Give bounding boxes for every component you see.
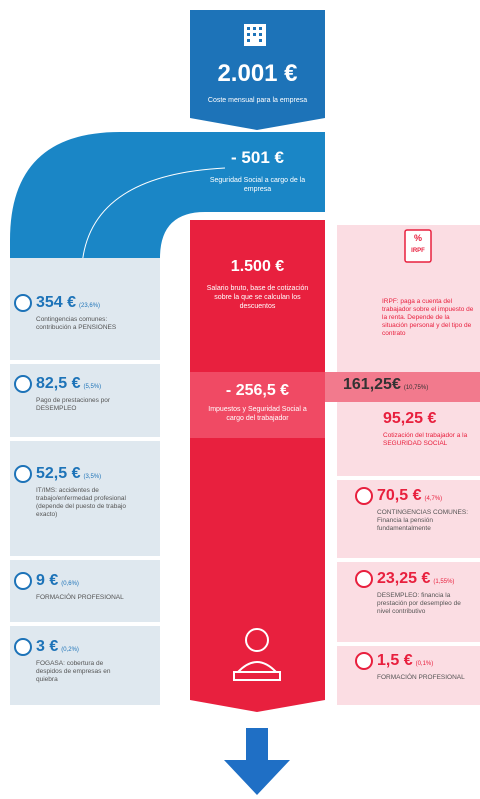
item-amount: 23,25 € bbox=[377, 570, 431, 587]
item-icon bbox=[355, 487, 373, 505]
item-amount: 52,5 € bbox=[36, 465, 81, 482]
item-icon bbox=[14, 375, 32, 393]
item-amount-row: 23,25 € (1,55%) bbox=[377, 570, 454, 588]
irpf-amount-row: 161,25€ (10,75%) bbox=[343, 376, 480, 394]
item-amount: 82,5 € bbox=[36, 375, 81, 392]
worker-deduction: - 256,5 € bbox=[225, 382, 290, 399]
panel-dividers bbox=[10, 360, 160, 626]
item-label: Contingencias comunes: contribución a PE… bbox=[36, 316, 117, 331]
item-share: (3,5%) bbox=[83, 474, 102, 480]
employer-deduction: - 501 € bbox=[231, 148, 284, 167]
item-amount-row: 3 € (0,2%) bbox=[36, 638, 79, 656]
item-share: (1,55%) bbox=[433, 579, 455, 585]
item-icon bbox=[14, 572, 32, 590]
employer-pipe bbox=[10, 132, 325, 258]
irpf-amount: 161,25€ bbox=[343, 376, 401, 393]
item-amount-row: 354 € (23,6%) bbox=[36, 294, 100, 312]
item-amount: 3 € bbox=[36, 638, 59, 655]
item-amount: 9 € bbox=[36, 572, 59, 589]
item-label: FORMACIÓN PROFESIONAL bbox=[377, 674, 465, 681]
item-icon bbox=[14, 465, 32, 483]
item-icon bbox=[355, 570, 373, 588]
item-icon bbox=[14, 638, 32, 656]
item-label: Pago de prestaciones por DESEMPLEO bbox=[36, 397, 111, 412]
gross-column bbox=[190, 220, 325, 712]
item-label: IT/IMS: accidentes de trabajo/enfermedad… bbox=[36, 487, 126, 518]
item-label: FORMACIÓN PROFESIONAL bbox=[36, 594, 124, 601]
item-amount-row: 70,5 € (4,7%) bbox=[377, 487, 442, 505]
flow-arrow bbox=[81, 167, 226, 266]
item-amount: 1,5 € bbox=[377, 652, 413, 669]
item-label: DESEMPLEO: financia la prestación por de… bbox=[377, 592, 461, 615]
item-amount: 354 € bbox=[36, 294, 77, 311]
worker-ss-caption: Cotización del trabajador a la SEGURIDAD… bbox=[383, 432, 468, 447]
item-icon bbox=[355, 652, 373, 670]
item-label: CONTINGENCIAS COMUNES: Financia la pensi… bbox=[377, 509, 469, 532]
worker-band bbox=[190, 372, 325, 438]
employer-cost-caption: Coste mensual para la empresa bbox=[207, 97, 308, 104]
irpf-icon bbox=[404, 229, 432, 263]
employer-deduction-caption: Seguridad Social a cargo de la empresa bbox=[209, 177, 306, 193]
item-amount-row: 9 € (0,6%) bbox=[36, 572, 79, 590]
item-share: (0,2%) bbox=[61, 647, 79, 653]
item-amount: 70,5 € bbox=[377, 487, 422, 504]
employer-panel bbox=[10, 258, 160, 705]
irpf-band bbox=[325, 372, 480, 402]
person-icon bbox=[233, 628, 281, 681]
down-arrow bbox=[224, 728, 290, 795]
item-share: (5,5%) bbox=[83, 384, 102, 390]
item-amount-row: 52,5 € (3,5%) bbox=[36, 465, 101, 483]
irpf-icon-text: IRPF bbox=[411, 248, 425, 254]
gross-caption: Salario bruto, base de cotización sobre … bbox=[206, 285, 309, 310]
item-share: (0,1%) bbox=[415, 661, 434, 667]
item-share: (4,7%) bbox=[424, 496, 443, 502]
gross-salary: 1.500 € bbox=[230, 258, 285, 275]
employer-cost: 2.001 € bbox=[217, 60, 298, 87]
irpf-icon-symbol: % bbox=[413, 233, 422, 243]
employer-box bbox=[190, 10, 325, 130]
item-amount-row: 1,5 € (0,1%) bbox=[377, 652, 433, 670]
worker-ss-amount: 95,25 € bbox=[383, 410, 437, 427]
irpf-share: (10,75%) bbox=[403, 385, 429, 391]
item-label: FOGASA: cobertura de despidos de empresa… bbox=[36, 660, 111, 683]
item-share: (23,6%) bbox=[79, 303, 101, 309]
item-icon bbox=[14, 294, 32, 312]
irpf-caption: IRPF: paga a cuenta del trabajador sobre… bbox=[382, 298, 474, 337]
worker-deduction-caption: Impuestos y Seguridad Social a cargo del… bbox=[208, 406, 307, 422]
item-share: (0,6%) bbox=[61, 581, 79, 587]
item-amount-row: 82,5 € (5,5%) bbox=[36, 375, 101, 393]
